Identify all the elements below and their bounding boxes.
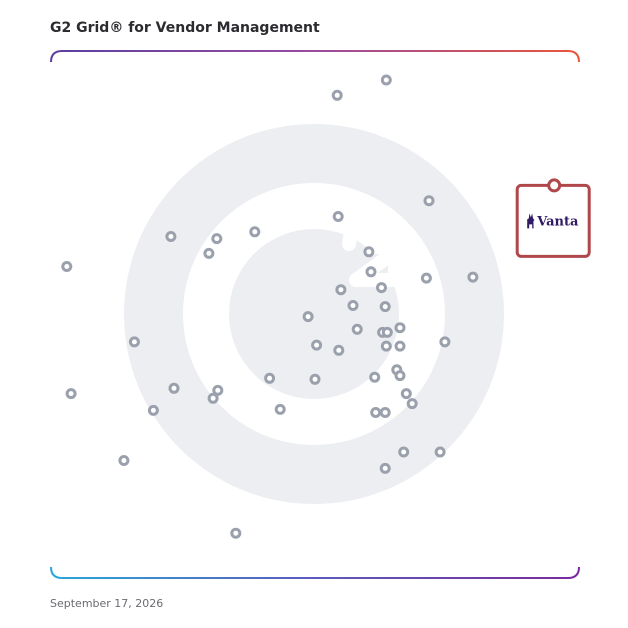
- vendor-point[interactable]: [347, 300, 359, 311]
- vendor-point[interactable]: [212, 384, 224, 396]
- vanta-logo: Vanta: [527, 213, 579, 229]
- vendor-point[interactable]: [335, 284, 347, 296]
- vendor-point[interactable]: [380, 340, 392, 352]
- vendor-point[interactable]: [128, 336, 140, 348]
- vendor-point[interactable]: [264, 372, 276, 384]
- vendor-point[interactable]: [400, 388, 412, 400]
- vanta-llama-icon: [527, 213, 535, 229]
- vendor-point[interactable]: [274, 403, 286, 415]
- vendor-points: [61, 74, 479, 539]
- vendor-point[interactable]: [379, 301, 391, 313]
- vendor-point[interactable]: [331, 89, 343, 101]
- vendor-point[interactable]: [249, 226, 261, 238]
- vendor-point[interactable]: [439, 336, 451, 348]
- vendor-point[interactable]: [381, 326, 393, 338]
- vendor-point[interactable]: [379, 407, 391, 418]
- vendor-point[interactable]: [365, 266, 377, 278]
- vendor-point[interactable]: [434, 446, 446, 458]
- vendor-point[interactable]: [351, 323, 363, 335]
- vendor-point[interactable]: [406, 398, 418, 410]
- vendor-point[interactable]: [370, 407, 382, 418]
- page-title: G2 Grid® for Vendor Management: [50, 20, 320, 36]
- vendor-point[interactable]: [380, 74, 392, 86]
- vendor-point[interactable]: [65, 388, 77, 400]
- vendor-point[interactable]: [398, 446, 410, 458]
- vendor-point[interactable]: [363, 246, 375, 258]
- vendor-point[interactable]: [230, 527, 242, 539]
- vendor-point[interactable]: [211, 233, 223, 245]
- vendor-point[interactable]: [333, 344, 345, 356]
- vanta-marker[interactable]: [547, 178, 562, 193]
- vanta-highlight[interactable]: Vanta: [515, 178, 591, 258]
- grid-date: September 17, 2026: [50, 597, 164, 610]
- vendor-point[interactable]: [332, 211, 344, 222]
- vendor-point[interactable]: [420, 272, 432, 284]
- vanta-logo-text: Vanta: [536, 214, 579, 229]
- vendor-point[interactable]: [302, 311, 314, 323]
- vendor-point[interactable]: [203, 247, 215, 259]
- vendor-point[interactable]: [394, 322, 406, 334]
- vendor-point[interactable]: [369, 371, 381, 383]
- vendor-point[interactable]: [165, 231, 177, 242]
- vendor-point[interactable]: [311, 339, 323, 351]
- vendor-point[interactable]: [118, 455, 130, 466]
- vendor-point[interactable]: [379, 462, 391, 474]
- vendor-point[interactable]: [394, 340, 406, 352]
- vendor-point[interactable]: [207, 392, 219, 404]
- vendor-point[interactable]: [467, 271, 479, 283]
- vendor-point[interactable]: [423, 195, 435, 207]
- vendor-point[interactable]: [61, 261, 73, 272]
- vendor-point[interactable]: [376, 282, 387, 294]
- vendor-point[interactable]: [168, 382, 180, 394]
- vendor-point[interactable]: [309, 373, 321, 385]
- vendor-point[interactable]: [147, 404, 159, 416]
- vendor-point[interactable]: [394, 370, 406, 382]
